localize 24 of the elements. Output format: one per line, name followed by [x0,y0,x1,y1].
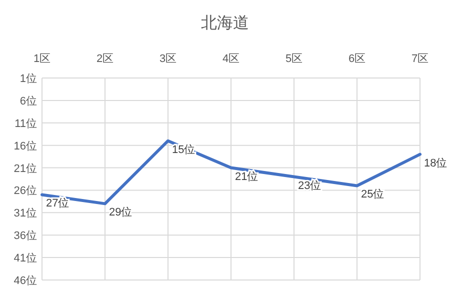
x-tick-label: 1区 [33,53,51,65]
y-tick-label: 31位 [14,208,37,220]
x-tick-label: 4区 [222,53,240,65]
y-tick-label: 6位 [20,95,37,108]
y-tick-label: 16位 [14,140,37,152]
y-tick-label: 21位 [14,162,37,175]
data-label: 25位 [361,188,384,201]
data-label: 29位 [109,206,132,219]
x-tick-label: 3区 [159,53,177,65]
data-label: 27位 [46,198,70,210]
x-tick-label: 5区 [285,53,303,65]
y-tick-label: 26位 [14,185,37,198]
data-label: 23位 [298,180,322,192]
y-tick-label: 11位 [14,118,37,130]
y-tick-label: 46位 [14,275,37,287]
y-tick-label: 36位 [14,230,37,242]
data-label: 18位 [424,157,448,170]
x-tick-label: 2区 [96,53,114,65]
chart-title: 北海道 [201,14,249,32]
x-tick-label: 7区 [411,53,429,65]
x-tick-label: 6区 [348,53,366,65]
y-tick-label: 1位 [20,73,37,85]
data-label: 21位 [235,170,258,183]
y-tick-label: 41位 [14,252,37,265]
